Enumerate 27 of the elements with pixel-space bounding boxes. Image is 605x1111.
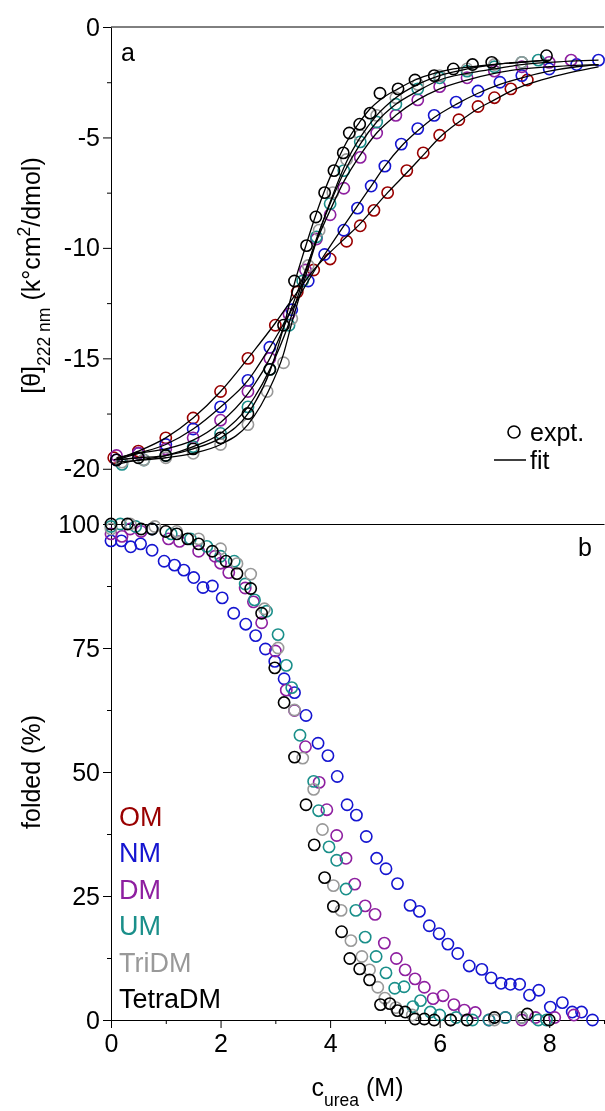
annotation: fit (530, 446, 550, 474)
annotation: a (121, 38, 135, 66)
x-axis-title: c$_{urea}$ (M) (311, 1073, 404, 1110)
y-tick-label: 0 (86, 1005, 100, 1034)
annotation: b (578, 533, 592, 561)
y-tick-label: -15 (63, 343, 100, 372)
text: DM (119, 874, 161, 905)
y-tick-label: -20 (63, 454, 100, 483)
y-tick-label: -5 (77, 122, 100, 151)
y-axis-title: folded (%) (17, 715, 45, 829)
x-tick-label: 4 (323, 1028, 338, 1057)
text: NM (119, 838, 161, 868)
y-tick-label: 50 (72, 757, 100, 786)
y-tick-label: -10 (63, 233, 100, 262)
x-tick-label: 0 (104, 1028, 119, 1057)
text: TetraDM (119, 984, 222, 1014)
legend-label: OM (119, 801, 163, 832)
y-tick-label: 25 (72, 881, 100, 910)
x-tick-label: 8 (542, 1028, 557, 1057)
text: TriDM (119, 947, 192, 978)
y-tick-label: 0 (86, 12, 100, 41)
y-tick-label: 75 (72, 633, 100, 662)
x-tick-label: 6 (433, 1028, 448, 1057)
y-tick-label: 100 (58, 509, 100, 538)
x-tick-label: 2 (214, 1028, 229, 1057)
text: UM (119, 911, 161, 941)
annotation: expt. (530, 418, 585, 446)
